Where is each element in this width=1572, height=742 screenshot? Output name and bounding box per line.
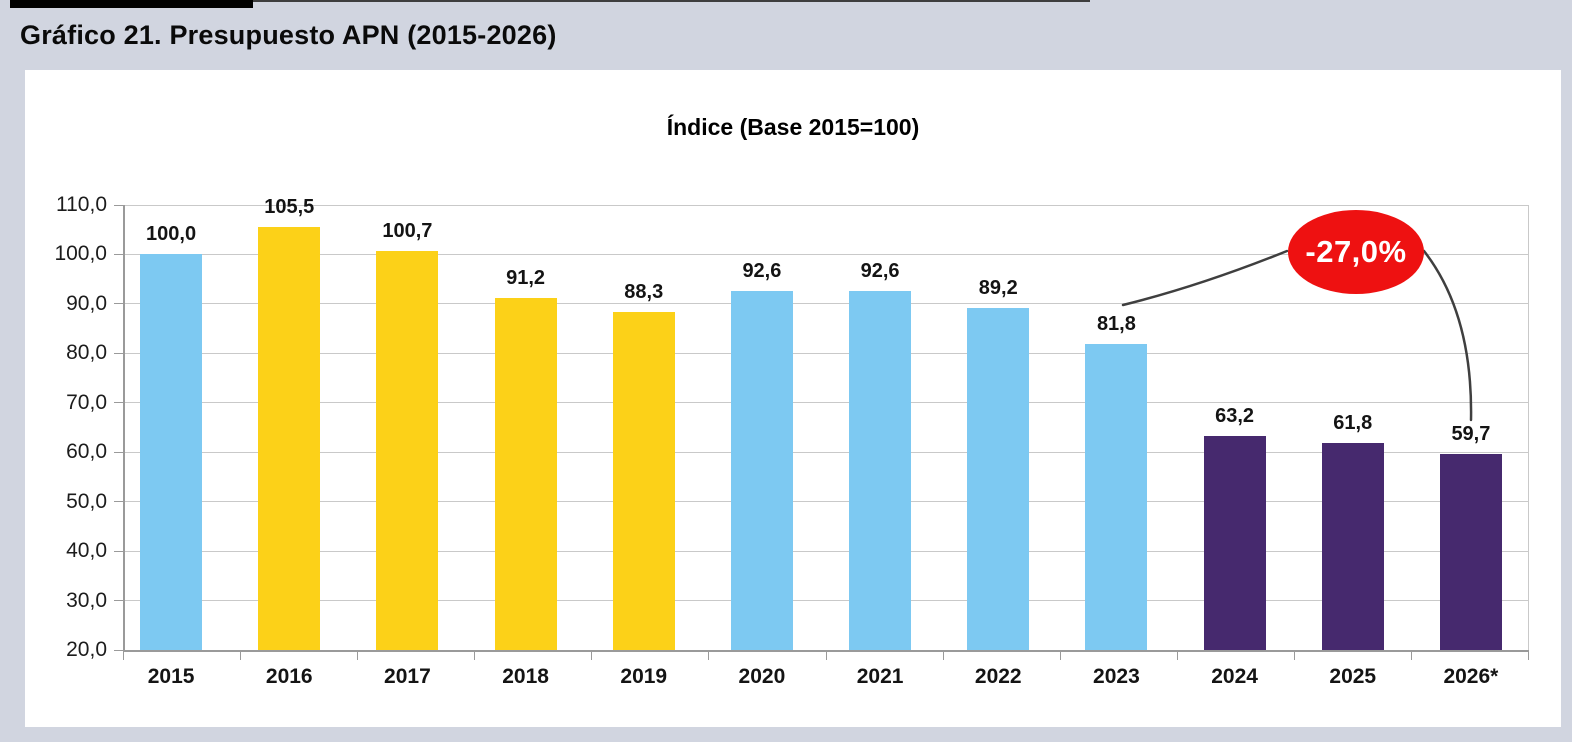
- x-axis-label-2019: 2019: [620, 665, 668, 688]
- x-axis-tick: [474, 650, 476, 660]
- y-axis-tick: [114, 600, 123, 602]
- x-axis-tick: [123, 650, 124, 660]
- gridline-70,0: [123, 402, 1528, 404]
- x-axis-label-2023: 2023: [1093, 665, 1140, 688]
- y-axis-tick: [114, 352, 123, 354]
- y-axis-tick: [114, 501, 123, 503]
- chart-title: Índice (Base 2015=100): [666, 114, 920, 140]
- x-axis-label-2015: 2015: [147, 665, 195, 688]
- x-axis-label-2024: 2024: [1211, 665, 1258, 688]
- y-axis-label: 100,0: [54, 242, 107, 266]
- top-edge-thin-line: [253, 0, 1090, 2]
- bar-2021: [849, 291, 912, 650]
- x-axis-tick: [1528, 650, 1529, 660]
- x-axis-label-2022: 2022: [974, 665, 1022, 688]
- chart-panel: Índice (Base 2015=100) 110,0 100,0 90,0 80,…: [25, 70, 1561, 727]
- bar-value-label-2025: 61,8: [1333, 412, 1373, 435]
- x-axis-tick: [591, 650, 593, 660]
- x-axis-tick: [942, 650, 944, 660]
- bar-2024: [1203, 436, 1266, 650]
- gridline-100,0: [123, 253, 1528, 255]
- bar-value-label-2015: 100,0: [146, 223, 197, 246]
- y-axis-tick: [114, 550, 123, 552]
- gridline-30,0: [123, 600, 1528, 602]
- bar-value-label-2019: 88,3: [624, 281, 664, 304]
- bar-value-label-2024: 63,2: [1215, 405, 1255, 428]
- top-edge-black-bar: [10, 0, 253, 8]
- x-axis-tick: [357, 650, 359, 660]
- x-axis-tick: [825, 650, 827, 660]
- x-axis-tick: [1293, 650, 1295, 660]
- y-axis-label: 110,0: [56, 193, 107, 216]
- y-axis-tick: [114, 451, 123, 453]
- y-axis-label: 20,0: [66, 638, 107, 661]
- x-axis-tick: [1176, 650, 1178, 660]
- y-axis-label: 50,0: [66, 489, 107, 513]
- bar-value-label-2023: 81,8: [1096, 313, 1136, 336]
- x-axis-label-2016: 2016: [265, 665, 313, 688]
- bar-value-label-2021: 92,6: [860, 260, 900, 283]
- gridline-80,0: [123, 352, 1528, 354]
- x-axis-label-2020: 2020: [738, 665, 786, 688]
- y-axis-label: 30,0: [66, 588, 107, 612]
- annotation-line-to-2026: [1422, 249, 1473, 422]
- gridline-110,0: [123, 204, 1528, 206]
- x-axis-label-2021: 2021: [856, 665, 904, 688]
- bar-value-label-2018: 91,2: [506, 266, 546, 289]
- x-axis-tick: [708, 650, 710, 660]
- gridline-50,0: [123, 501, 1528, 503]
- bar-2016: [258, 227, 321, 650]
- annotation-callout: -27,0%: [1288, 210, 1424, 294]
- bar-value-label-2017: 100,7: [382, 219, 433, 242]
- y-axis-label: 60,0: [66, 440, 107, 464]
- bar-value-label-2020: 92,6: [742, 260, 782, 283]
- y-axis-tick: [114, 649, 123, 651]
- y-axis-label: 40,0: [66, 539, 107, 563]
- page-title: Gráfico 21. Presupuesto APN (2015-2026): [20, 20, 557, 50]
- y-axis-tick: [114, 253, 123, 255]
- bar-2023: [1085, 344, 1148, 650]
- y-axis-label: 90,0: [66, 291, 107, 315]
- x-axis-tick: [240, 650, 242, 660]
- bar-2020: [730, 291, 793, 650]
- bar-2019: [612, 312, 675, 650]
- x-axis-label-2026*: 2026*: [1443, 665, 1499, 688]
- gridline-40,0: [123, 550, 1528, 552]
- x-axis-label-2025: 2025: [1329, 665, 1377, 688]
- bar-value-label-2016: 105,5: [264, 196, 315, 219]
- x-axis-label-2017: 2017: [384, 665, 431, 688]
- x-axis-label-2018: 2018: [502, 665, 549, 688]
- annotation-line-from-2023: [1121, 249, 1289, 307]
- y-axis-label: 80,0: [66, 341, 107, 365]
- bar-2015: [140, 254, 203, 650]
- bar-2022: [967, 307, 1030, 650]
- y-axis-line: [123, 205, 125, 651]
- x-axis-tick: [1059, 650, 1061, 660]
- bar-2017: [376, 250, 439, 650]
- bar-2026*: [1439, 453, 1502, 650]
- x-axis-tick: [1410, 650, 1412, 660]
- y-axis-tick: [114, 303, 123, 305]
- bar-value-label-2022: 89,2: [978, 276, 1018, 299]
- bar-2018: [494, 297, 557, 650]
- bar-2025: [1321, 443, 1384, 650]
- gridline-60,0: [123, 451, 1528, 453]
- gridline-90,0: [123, 303, 1528, 305]
- bar-value-label-2026*: 59,7: [1451, 422, 1491, 445]
- y-axis-label: 70,0: [66, 390, 107, 414]
- y-axis-tick: [114, 204, 123, 206]
- y-axis-tick: [114, 402, 123, 404]
- annotation-callout-label: -27,0%: [1305, 234, 1407, 269]
- plot-right-border: [1528, 205, 1529, 650]
